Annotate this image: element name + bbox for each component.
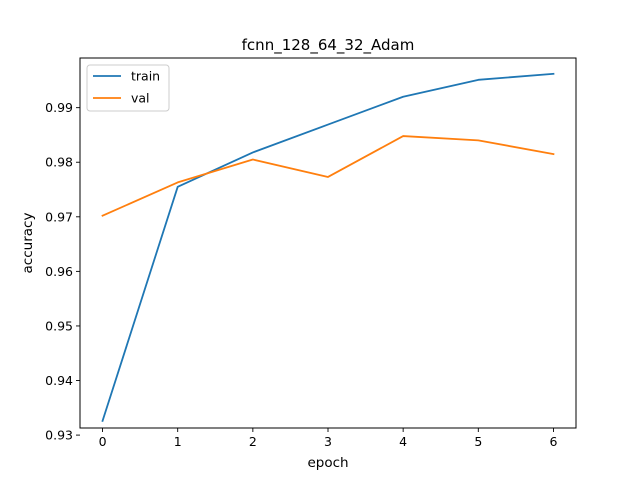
series-line-0 bbox=[101, 72, 555, 423]
x-tick-label-0: 0 bbox=[99, 434, 107, 449]
y-axis-label: accuracy bbox=[20, 213, 36, 274]
x-axis-label: epoch bbox=[307, 455, 348, 471]
y-tick-label-3: 0.96 bbox=[45, 264, 73, 279]
chart-title: fcnn_128_64_32_Adam bbox=[242, 36, 415, 55]
y-tick-label-6: 0.99 bbox=[45, 100, 73, 115]
x-tick-label-5: 5 bbox=[474, 434, 482, 449]
x-tick-label-3: 3 bbox=[324, 434, 332, 449]
y-tick-label-2: 0.95 bbox=[45, 318, 73, 333]
legend-label-0: train bbox=[131, 69, 160, 84]
y-tick-label-1: 0.94 bbox=[45, 373, 73, 388]
x-axis-ticks: 0 1 2 3 4 5 6 bbox=[99, 428, 557, 449]
plot-area bbox=[80, 58, 576, 428]
legend: train val bbox=[86, 64, 170, 112]
legend-label-1: val bbox=[131, 91, 150, 106]
x-tick-label-6: 6 bbox=[549, 434, 557, 449]
y-axis-ticks: 0.93 0.94 0.95 0.96 0.97 0.98 0.99 bbox=[45, 100, 80, 443]
x-tick-label-2: 2 bbox=[249, 434, 257, 449]
series-layer bbox=[101, 72, 555, 423]
y-tick-label-0: 0.93 bbox=[45, 428, 73, 443]
series-line-1 bbox=[101, 135, 555, 217]
x-tick-label-1: 1 bbox=[174, 434, 182, 449]
y-tick-label-5: 0.98 bbox=[45, 155, 73, 170]
y-tick-label-4: 0.97 bbox=[45, 209, 73, 224]
x-tick-label-4: 4 bbox=[399, 434, 407, 449]
